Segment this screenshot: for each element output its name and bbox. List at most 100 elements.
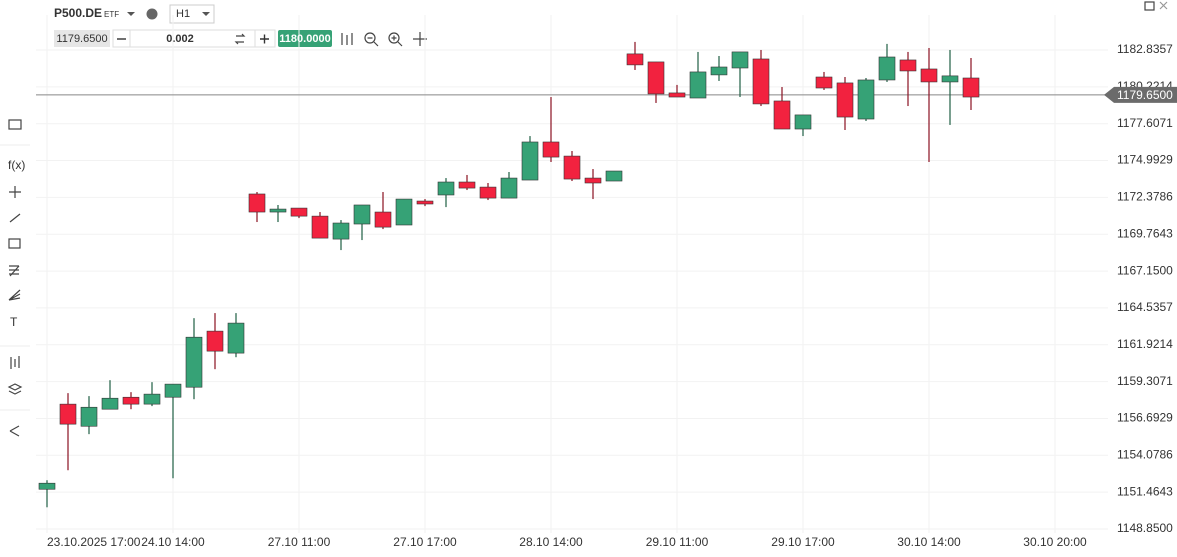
zoom-out-handle [367, 37, 379, 47]
tool-crosshair[interactable] [9, 186, 21, 198]
candle-body [374, 211, 392, 228]
tool-share[interactable] [9, 425, 20, 437]
x-tick-label: 30.10 14:00 [897, 535, 961, 549]
timeframe: H1 [176, 8, 190, 20]
candle-body [647, 61, 665, 95]
zoom-out-icon[interactable] [364, 32, 376, 44]
candle-body [227, 322, 245, 354]
y-tick-label: 1164.5357 [1117, 300, 1173, 314]
candle-body [878, 56, 896, 81]
info-icon[interactable] [146, 8, 158, 20]
sell-button[interactable] [54, 30, 110, 47]
chart-type-icon[interactable] [341, 33, 353, 45]
candle-body [206, 330, 224, 352]
plus-button[interactable] [260, 34, 269, 44]
y-tick-label: 1172.3786 [1117, 190, 1173, 204]
buy-button[interactable] [278, 30, 332, 47]
candle-body [920, 68, 938, 83]
price-tag-label: 1179.6500 [1117, 88, 1173, 102]
tool-fib[interactable] [9, 265, 20, 277]
candle-body [353, 204, 371, 225]
candle-body [962, 77, 980, 98]
plot-area: 1148.8500 1151.4643 1154.0786 1156.6929 1159… [36, 15, 1177, 549]
symbol: P500.DE [54, 6, 102, 20]
y-tick-label: 1151.4643 [1117, 484, 1173, 498]
x-tick-label: 28.10 14:00 [519, 535, 583, 549]
sell-price: 1179.6500 [56, 33, 107, 45]
candle-body [941, 75, 959, 83]
candle-body [500, 177, 518, 199]
tool-text[interactable]: T [10, 315, 18, 329]
tool-rect[interactable] [8, 238, 21, 249]
candle-body [38, 482, 56, 490]
symbol-dropdown[interactable] [127, 12, 135, 16]
y-tick-label: 1148.8500 [1117, 521, 1173, 535]
x-tick-label: 29.10 17:00 [771, 535, 835, 549]
timeframe-arrow [202, 12, 210, 16]
candle-body [668, 92, 686, 98]
candle-body [248, 193, 266, 213]
candle-body [122, 396, 140, 405]
candle-body [710, 66, 728, 76]
candle-body [164, 383, 182, 398]
y-tick-label: 1156.6929 [1117, 411, 1173, 425]
candle-body [395, 198, 413, 226]
candle-body [290, 207, 308, 217]
candle-body [752, 58, 770, 105]
y-tick-label: 1182.8357 [1117, 42, 1173, 56]
candle-body [80, 406, 98, 427]
close-button[interactable] [1159, 1, 1168, 10]
tool-indicators[interactable] [10, 356, 20, 369]
candle-body [101, 397, 119, 410]
x-tick-label: 23.10.2025 17:00 [47, 535, 141, 549]
candle-body [185, 336, 203, 388]
candle-body [416, 200, 434, 205]
x-tick-label: 24.10 14:00 [141, 535, 205, 549]
candle-body [857, 79, 875, 120]
candle-body [584, 177, 602, 184]
candle-body [542, 141, 560, 158]
timeframe-select[interactable] [169, 4, 215, 24]
buy-price: 1180.0000 [279, 33, 330, 45]
candle-body [563, 155, 581, 180]
y-tick-label: 1177.6071 [1117, 116, 1173, 130]
symbol-type: ETF [104, 10, 119, 19]
candle-body [437, 181, 455, 196]
candle-body [773, 100, 791, 130]
y-tick-label: 1167.1500 [1117, 263, 1173, 277]
candle-body [479, 186, 497, 199]
candle-body [794, 114, 812, 130]
candle-body [311, 215, 329, 239]
x-tick-label: 29.10 11:00 [646, 535, 709, 549]
y-tick-label: 1159.3071 [1117, 374, 1173, 388]
candle-body [815, 76, 833, 89]
zoom-in-handle [391, 35, 403, 47]
y-tick-label: 1174.9929 [1117, 153, 1173, 167]
maximize-button[interactable] [1144, 1, 1155, 11]
candle-body [836, 82, 854, 118]
x-tick-label: 27.10 11:00 [268, 535, 331, 549]
candle-body [458, 181, 476, 189]
candle-body [143, 393, 161, 405]
candle-body [731, 51, 749, 69]
swap-button[interactable] [234, 33, 246, 45]
x-tick-label: 27.10 17:00 [393, 535, 457, 549]
zoom-in-icon[interactable] [388, 32, 400, 44]
tool-layers[interactable] [7, 383, 23, 395]
lot-size: 0.002 [166, 33, 194, 45]
candle-body [605, 170, 623, 182]
candle-body [521, 141, 539, 181]
candle-body [332, 222, 350, 240]
tool-function[interactable]: f(x) [8, 158, 25, 172]
lot-box [112, 29, 276, 48]
tool-line[interactable] [9, 213, 21, 223]
y-tick-label: 1154.0786 [1117, 447, 1173, 461]
tool-fan[interactable] [8, 289, 21, 301]
candle-body [269, 208, 287, 213]
y-tick-label: 1161.9214 [1117, 337, 1173, 351]
tool-screen[interactable] [8, 119, 22, 130]
candle-body [899, 59, 917, 72]
candle-body [626, 53, 644, 66]
